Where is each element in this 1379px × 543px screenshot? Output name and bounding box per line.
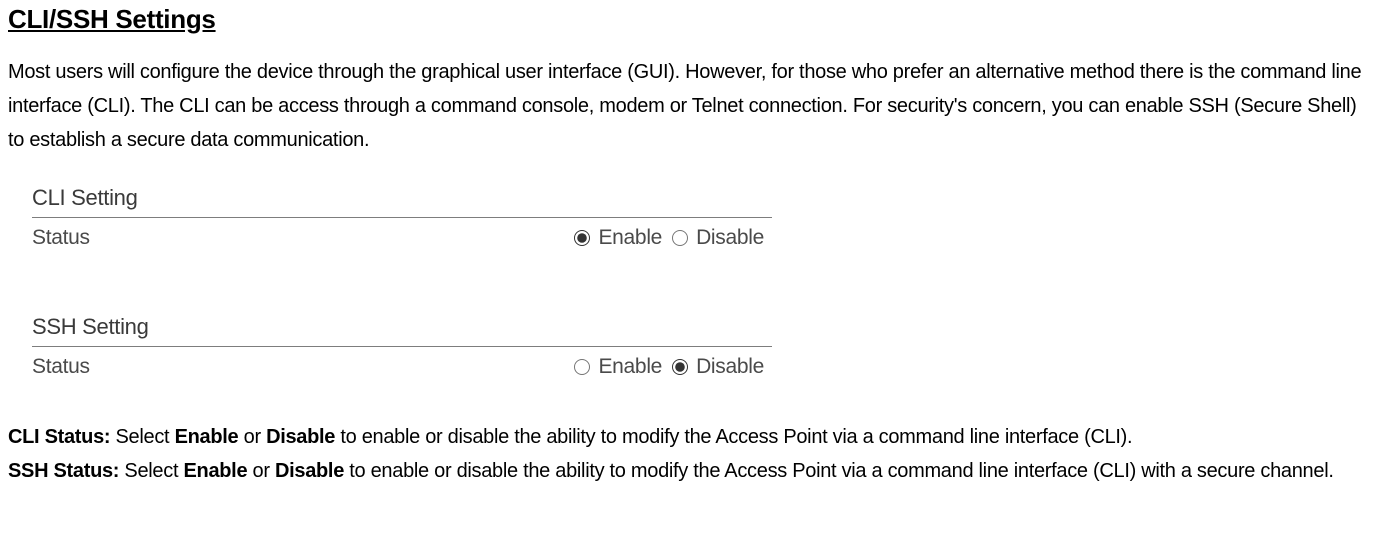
cli-status-controls: Enable Disable <box>568 226 772 250</box>
definitions-block: CLI Status: Select Enable or Disable to … <box>8 421 1371 487</box>
cli-enable-option[interactable]: Enable <box>574 226 662 250</box>
ssh-status-definition: SSH Status: Select Enable or Disable to … <box>8 455 1371 487</box>
cli-status-definition: CLI Status: Select Enable or Disable to … <box>8 421 1371 453</box>
cli-enable-radio[interactable] <box>574 230 590 246</box>
cli-status-row: Status Enable Disable <box>32 218 772 256</box>
ssh-status-label: Status <box>32 355 90 379</box>
ssh-enable-radio[interactable] <box>574 359 590 375</box>
ssh-status-row: Status Enable Disable <box>32 347 772 385</box>
cli-section-title: CLI Setting <box>32 179 772 215</box>
cli-def-pre: Select <box>110 426 174 448</box>
ssh-disable-radio[interactable] <box>672 359 688 375</box>
ssh-disable-option[interactable]: Disable <box>672 355 764 379</box>
cli-status-label: Status <box>32 226 90 250</box>
settings-panel: CLI Setting Status Enable Disable SSH Se… <box>8 171 772 385</box>
ssh-def-disable: Disable <box>275 460 344 482</box>
ssh-disable-label: Disable <box>696 355 764 379</box>
ssh-def-enable: Enable <box>183 460 247 482</box>
cli-enable-label: Enable <box>598 226 662 250</box>
ssh-enable-label: Enable <box>598 355 662 379</box>
ssh-section-title: SSH Setting <box>32 308 772 344</box>
ssh-def-or: or <box>247 460 275 482</box>
intro-paragraph: Most users will configure the device thr… <box>8 55 1371 157</box>
ssh-status-controls: Enable Disable <box>568 355 772 379</box>
cli-def-label: CLI Status: <box>8 426 110 448</box>
cli-disable-label: Disable <box>696 226 764 250</box>
cli-disable-option[interactable]: Disable <box>672 226 764 250</box>
cli-def-or: or <box>238 426 266 448</box>
section-spacer <box>32 256 772 308</box>
cli-disable-radio[interactable] <box>672 230 688 246</box>
ssh-enable-option[interactable]: Enable <box>574 355 662 379</box>
ssh-def-label: SSH Status: <box>8 460 119 482</box>
ssh-def-pre: Select <box>119 460 183 482</box>
cli-def-post: to enable or disable the ability to modi… <box>335 426 1132 448</box>
cli-def-disable: Disable <box>266 426 335 448</box>
ssh-def-post: to enable or disable the ability to modi… <box>344 460 1334 482</box>
page-title: CLI/SSH Settings <box>8 4 1371 35</box>
cli-def-enable: Enable <box>175 426 239 448</box>
